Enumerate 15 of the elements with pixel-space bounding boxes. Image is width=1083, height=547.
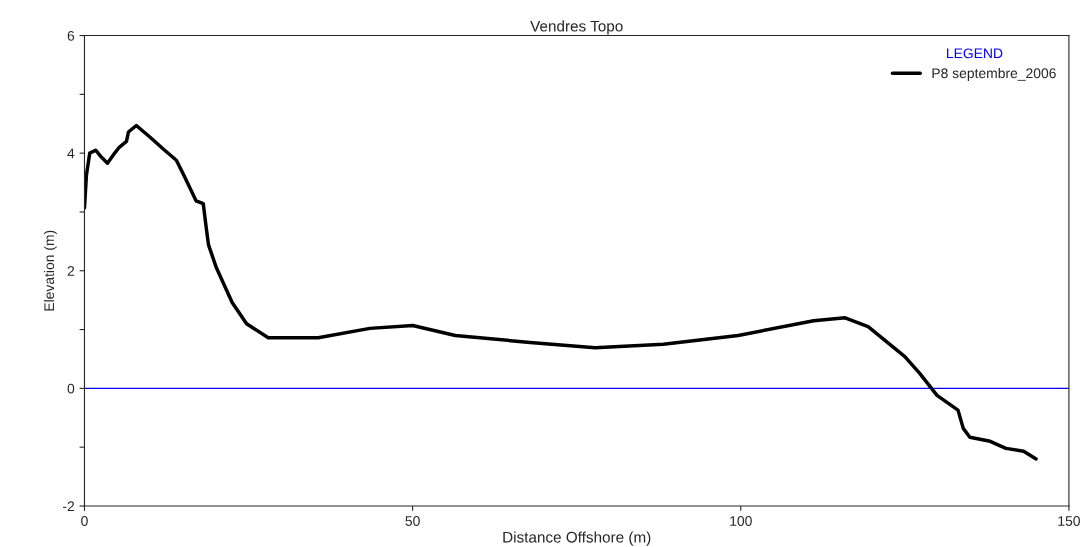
y-axis-title: Elevation (m) (43, 230, 57, 311)
x-tick-label: 50 (405, 516, 420, 526)
x-tick-label: 150 (1058, 516, 1080, 526)
x-tick-label: 100 (730, 516, 752, 526)
y-tick-label: -2 (63, 501, 75, 512)
y-tick-label: 2 (67, 266, 75, 276)
x-axis-title: Distance Offshore (m) (503, 531, 651, 546)
line-series (84, 123, 1038, 461)
legend-label: P8 septembre_2006 (932, 67, 1056, 81)
y-tick-label: 4 (67, 148, 75, 159)
y-tick-label: 6 (67, 30, 75, 41)
chart-title: Vendres Topo (530, 20, 623, 35)
legend-title: LEGEND (947, 48, 1003, 59)
x-tick-label: 0 (81, 516, 88, 526)
y-tick-label: 0 (67, 383, 75, 394)
